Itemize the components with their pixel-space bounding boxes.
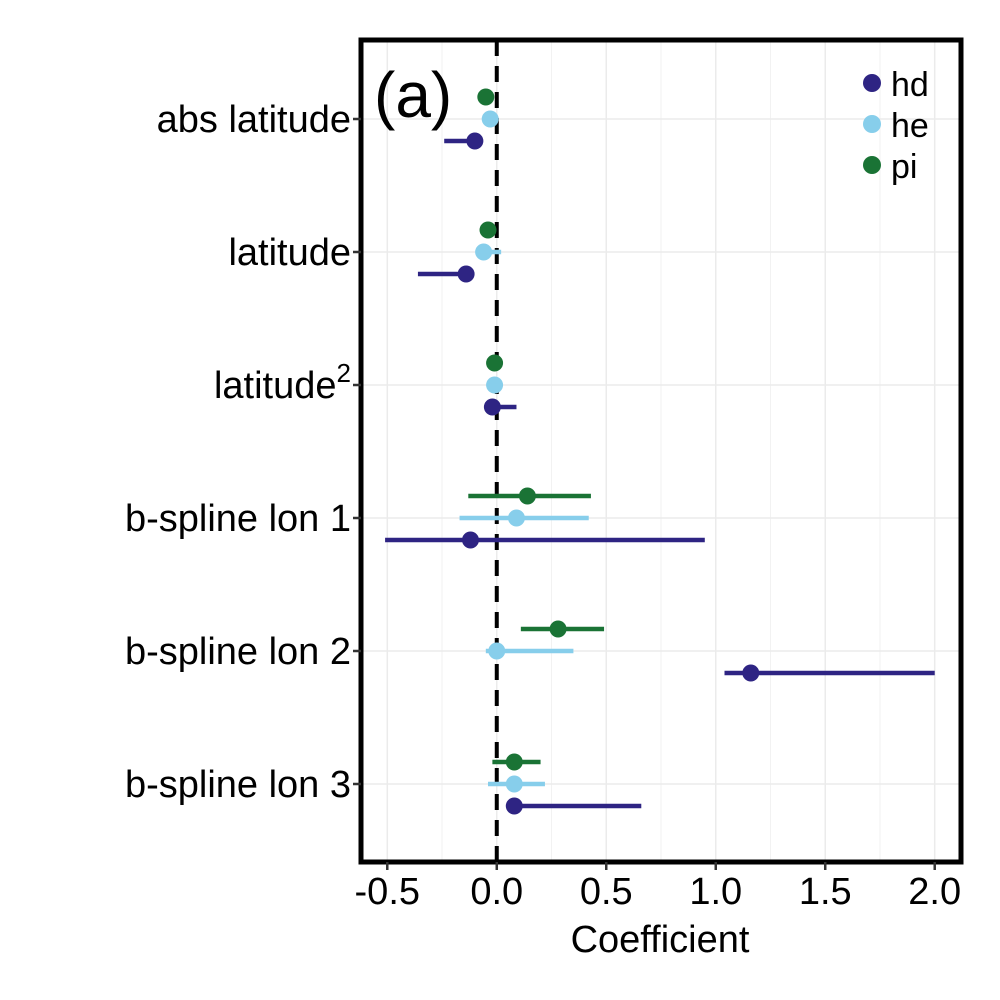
y-tick-label: b-spline lon 3 bbox=[125, 764, 351, 806]
series-hd bbox=[385, 132, 935, 815]
legend-label-hd: hd bbox=[891, 66, 929, 104]
legend-key-he bbox=[863, 115, 881, 133]
x-tick-label: 1.0 bbox=[689, 871, 742, 913]
y-tick-label: b-spline lon 2 bbox=[125, 631, 351, 673]
point-hd bbox=[466, 132, 484, 150]
point-he bbox=[505, 775, 523, 793]
y-axis: abs latitude latitude latitude2 b-spline lo… bbox=[125, 99, 361, 806]
x-tick-label: -0.5 bbox=[355, 871, 420, 913]
x-axis-title: Coefficient bbox=[571, 919, 750, 961]
point-pi bbox=[549, 620, 567, 638]
y-tick-label: latitude bbox=[228, 232, 351, 274]
point-hd bbox=[457, 265, 475, 283]
point-pi bbox=[477, 88, 495, 106]
point-hd bbox=[742, 664, 760, 682]
panel-label: (a) bbox=[374, 59, 452, 131]
point-he bbox=[488, 642, 506, 660]
y-tick-label: abs latitude bbox=[157, 99, 351, 141]
x-tick-label: 1.5 bbox=[799, 871, 852, 913]
point-pi bbox=[518, 487, 536, 505]
grid bbox=[361, 40, 961, 862]
point-hd bbox=[505, 797, 523, 815]
legend-label-pi: pi bbox=[891, 148, 917, 186]
point-pi bbox=[505, 753, 523, 771]
series-layer bbox=[385, 88, 935, 815]
legend-key-pi bbox=[863, 156, 881, 174]
point-hd bbox=[483, 398, 501, 416]
y-tick-label: b-spline lon 1 bbox=[125, 498, 351, 540]
x-axis: -0.5 0.0 0.5 1.0 1.5 2.0 bbox=[355, 862, 961, 913]
x-tick-label: 0.5 bbox=[580, 871, 633, 913]
series-he bbox=[459, 110, 589, 793]
point-he bbox=[486, 376, 504, 394]
x-tick-label: 0.0 bbox=[470, 871, 523, 913]
x-tick-label: 2.0 bbox=[908, 871, 961, 913]
point-pi bbox=[486, 354, 504, 372]
point-hd bbox=[461, 531, 479, 549]
point-he bbox=[481, 110, 499, 128]
panel-border bbox=[358, 37, 964, 865]
legend-key-hd bbox=[863, 74, 881, 92]
point-he bbox=[475, 243, 493, 261]
series-pi bbox=[468, 88, 605, 771]
legend-label-he: he bbox=[891, 107, 929, 145]
y-tick-label: latitude2 bbox=[214, 358, 351, 407]
point-he bbox=[507, 509, 525, 527]
point-pi bbox=[479, 221, 497, 239]
